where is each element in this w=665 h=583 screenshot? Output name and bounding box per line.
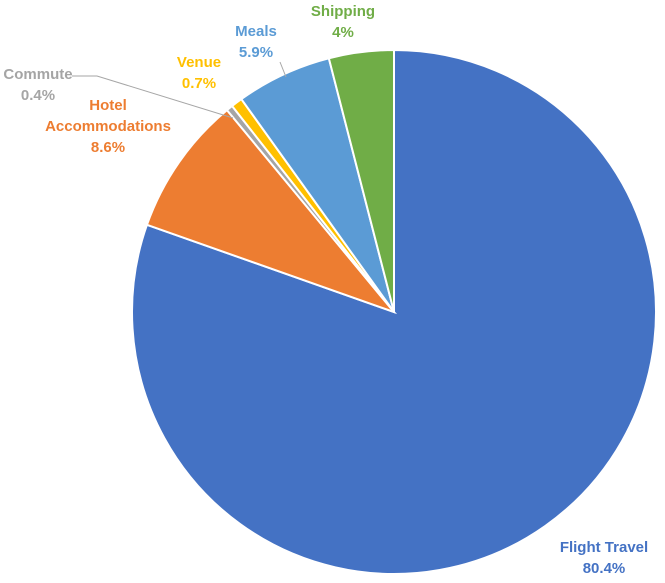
data-label-name: Shipping — [311, 3, 375, 20]
data-label-value: 4% — [332, 24, 354, 41]
data-label-name: Commute — [3, 66, 72, 83]
data-label-value: 80.4% — [583, 560, 626, 577]
data-label-name: Flight Travel — [560, 539, 648, 556]
data-label-flight-travel: Flight Travel 80.4% — [560, 539, 648, 577]
data-label-hotel-accommodations: Hotel Accommodations 8.6% — [45, 97, 171, 156]
data-label-value: 0.4% — [21, 87, 55, 104]
data-label-value: 8.6% — [91, 139, 125, 156]
data-label-shipping: Shipping 4% — [311, 3, 375, 41]
data-label-value: 0.7% — [182, 75, 216, 92]
data-label-name: Meals — [235, 23, 277, 40]
data-label-name: Hotel — [89, 97, 127, 114]
data-label-meals: Meals 5.9% — [235, 23, 277, 61]
pie-slice-shipping — [327, 48, 395, 313]
data-label-name: Venue — [177, 54, 221, 71]
data-label-name: Accommodations — [45, 118, 171, 135]
pie-slices — [131, 48, 657, 575]
leader-lines — [72, 61, 287, 119]
leader-line-meals — [279, 61, 287, 78]
data-labels: Flight Travel 80.4% Hotel Accommodations 8.6… — [3, 3, 648, 577]
data-label-commute: Commute 0.4% — [3, 66, 72, 104]
data-label-venue: Venue 0.7% — [177, 54, 221, 92]
data-label-value: 5.9% — [239, 44, 273, 61]
leader-line-commute — [72, 75, 234, 119]
